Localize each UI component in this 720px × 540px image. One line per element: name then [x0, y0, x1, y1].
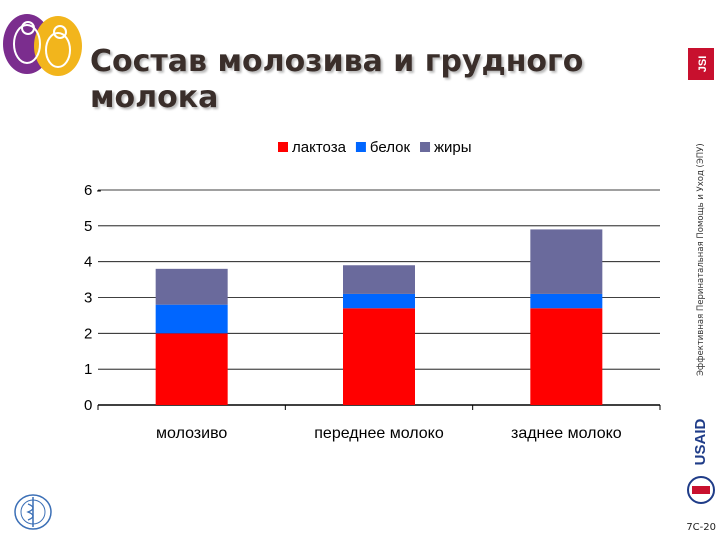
- bar-segment-жиры: [155, 268, 228, 305]
- y-tick-labels: 0 1 2 3 4 5 6 -: [84, 182, 102, 414]
- x-tick-label: молозиво: [156, 425, 227, 442]
- y-tick-label: 6 -: [84, 182, 102, 199]
- bar-segment-жиры: [530, 229, 603, 294]
- bar-segment-жиры: [343, 265, 415, 294]
- y-tick-label: 4: [84, 254, 92, 271]
- legend-label: белок: [370, 139, 411, 156]
- y-tick-label: 5: [84, 218, 92, 235]
- svg-text:JSI: JSI: [697, 56, 709, 73]
- slide-title: Состав молозива и грудного молока: [90, 44, 584, 115]
- who-emblem-logo: [14, 494, 52, 530]
- bars: [155, 229, 603, 405]
- y-tick-label: 3: [84, 290, 92, 307]
- jsi-logo: JSI: [688, 48, 714, 80]
- legend-swatch: [355, 142, 366, 152]
- y-tick-label: 1: [84, 361, 92, 378]
- bar-segment-белок: [530, 293, 603, 309]
- bar-segment-лактоза: [155, 333, 228, 405]
- x-tick-label: переднее молоко: [314, 425, 444, 442]
- bar-segment-белок: [155, 304, 228, 334]
- y-tick-label: 0: [84, 397, 92, 414]
- legend-label: жиры: [434, 139, 472, 156]
- usaid-logo: USAID: [687, 418, 715, 504]
- legend-label: лактоза: [292, 139, 347, 156]
- x-tick-labels: молозиво переднее молоко заднее молоко: [156, 425, 622, 442]
- y-tick-label: 2: [84, 325, 92, 342]
- legend: лактоза белок жиры: [278, 139, 472, 156]
- x-tick-label: заднее молоко: [511, 425, 622, 442]
- legend-swatch: [420, 142, 431, 152]
- slide-number: 7C-20: [686, 522, 716, 533]
- bar-segment-лактоза: [530, 308, 603, 405]
- svg-text:USAID: USAID: [692, 418, 709, 465]
- bar-segment-лактоза: [343, 308, 415, 405]
- legend-swatch: [278, 142, 288, 152]
- bar-segment-белок: [343, 293, 415, 309]
- mother-child-logo: [3, 14, 82, 76]
